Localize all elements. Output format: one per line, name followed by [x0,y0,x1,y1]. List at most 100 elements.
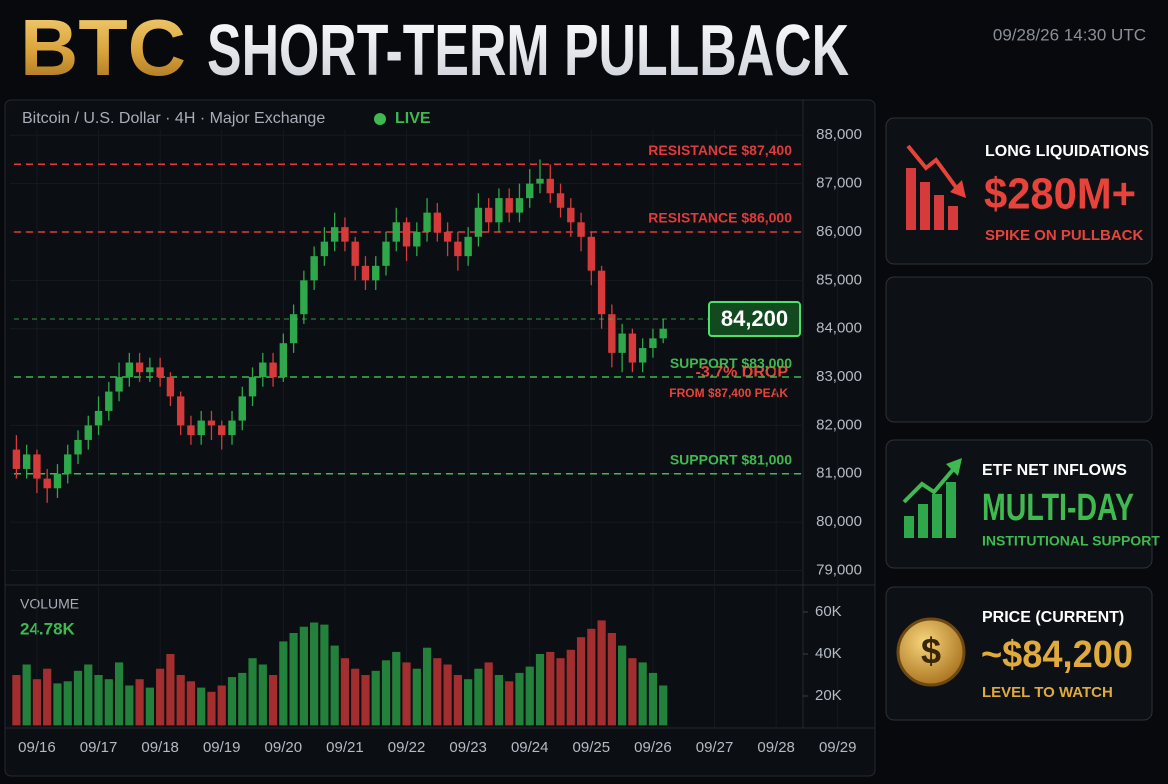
candle-body [207,420,216,426]
candle-body [74,439,82,455]
volume-bar [351,668,360,726]
candle-body [484,207,493,223]
volume-bar [443,664,452,726]
candle-body [638,348,647,363]
candle-body [423,212,431,232]
volume-bar [268,675,278,726]
candle-body [105,391,113,411]
volume-bar [279,641,288,726]
candle-body [618,333,626,353]
volume-bar [310,622,319,726]
volume-last: 24.78K [20,619,76,638]
candle-body [659,328,667,339]
y-tick-label: 88,000 [816,126,862,143]
candle-body [187,425,195,436]
volume-bar [299,626,308,726]
chart-subtitle: Bitcoin / U.S. Dollar · 4H · Major Excha… [22,110,325,127]
volume-bar [566,649,575,726]
panel-frame [4,99,876,777]
candle-body [587,236,596,271]
volume-bar [104,679,113,726]
volume-bar [340,658,350,726]
candle-body [279,343,288,378]
candle-body [392,222,400,242]
x-tick-label: 09/25 [573,739,611,756]
candle-body [320,241,329,257]
y-tick-label: 86,000 [816,223,862,240]
level-label: SUPPORT $83,000 [670,355,792,371]
volume-bar [32,679,42,726]
candle-body [259,362,267,378]
level-label: SUPPORT $81,000 [670,451,792,467]
candle-body [361,265,370,281]
candle-body [433,212,442,232]
volume-bar [166,654,175,726]
volume-bar [135,679,144,726]
volume-bar [217,685,226,726]
volume-bar [145,687,154,726]
side-panel: LONG LIQUIDATIONS $280M+ SPIKE ON PULLBA… [885,117,1160,721]
volume-bar [125,685,134,726]
volume-bar [186,681,196,726]
volume-bar [402,662,411,726]
candle-body [166,377,175,397]
volume-bar [474,668,483,726]
volume-bar [587,628,596,726]
volume-bar [371,670,380,726]
volume-bar [84,664,93,726]
volume-bar [248,658,257,726]
volume-bar [433,658,442,726]
x-tick-label: 09/22 [388,739,426,756]
level-label: RESISTANCE $87,400 [648,142,792,158]
candle-body [628,333,637,363]
etf-icon [902,458,962,538]
volume-bar [392,651,401,726]
candle-body [351,241,359,266]
x-tick-label: 09/24 [511,739,549,756]
volume-bar [53,683,62,726]
candle-body [341,227,349,242]
candle-body [382,241,390,266]
volume-bar [381,660,391,726]
candle-body [12,449,21,469]
chart-panel: Bitcoin / U.S. Dollar · 4H · Major Excha… [4,99,876,777]
volume-bar [453,675,462,726]
y-tick-label: 20K [815,687,842,704]
candle-body [443,231,452,242]
card [885,586,1153,721]
card-caption: SPIKE ON PULLBACK [985,227,1144,244]
volume-bar [94,675,103,726]
card-value: $280M+ [984,170,1136,219]
volume-bar [238,672,247,726]
x-tick-label: 09/28 [757,739,795,756]
volume-bar [422,647,432,726]
candle-body [577,222,585,237]
candle-body [135,362,144,373]
volume-bar [515,672,524,726]
y-tick-label: 82,000 [816,416,862,433]
card-title: ETF NET INFLOWS [982,462,1127,479]
title: SHORT-TERM PULLBACK [207,11,849,91]
candle-body [310,256,318,281]
volume-bar [43,668,52,726]
volume-bar [258,664,267,726]
candle-body [53,473,62,489]
candle-body [556,193,565,208]
card-empty [885,276,1153,423]
volume-title: VOLUME [20,596,79,612]
candle-body [94,410,103,426]
volume-bar [576,637,586,726]
volume-bar [412,668,421,726]
x-tick-label: 09/21 [326,739,364,756]
x-tick-label: 09/26 [634,739,672,756]
candle-body [505,198,513,213]
candle-body [495,198,503,223]
candle-body [22,454,31,469]
volume-bar [525,666,534,726]
candle-body [536,178,544,184]
x-tick-label: 09/16 [18,739,56,756]
volume-bar [330,645,339,726]
volume-bar [648,672,658,726]
volume-bar [607,633,616,726]
candle-body [228,420,236,436]
